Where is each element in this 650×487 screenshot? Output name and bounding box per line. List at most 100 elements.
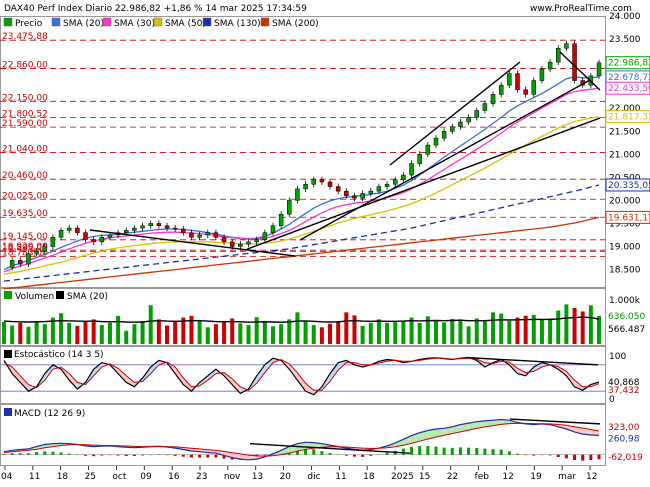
price-candle	[51, 237, 55, 246]
macd-hist-bar	[345, 455, 348, 456]
price-candle	[401, 175, 405, 180]
volume-bar	[597, 316, 601, 344]
macd-hist-bar	[174, 455, 177, 456]
macd-hist-bar	[524, 455, 527, 456]
price-axis-tick: 20.000	[609, 196, 641, 206]
last-value-text: -62,019	[608, 453, 643, 463]
volume-bar	[108, 323, 112, 344]
macd-hist-bar	[565, 455, 568, 459]
legend-entry: SMA (200)	[272, 19, 319, 29]
price-candle	[92, 240, 96, 242]
price-candle	[573, 44, 577, 81]
price-candle	[124, 230, 128, 232]
price-candle	[450, 127, 454, 132]
macd-hist-bar	[402, 449, 405, 455]
volume-bar	[467, 326, 471, 344]
x-axis-label: feb	[475, 472, 490, 482]
last-value-text: 323,00	[608, 423, 640, 433]
volume-bar	[255, 317, 259, 344]
stoch-axis-tick: 100	[609, 352, 626, 362]
x-axis-label: 12	[586, 472, 597, 482]
x-axis-label: 12	[502, 472, 513, 482]
macd-hist-bar	[361, 455, 364, 457]
support-level-label: 20.025,00	[2, 191, 48, 201]
x-axis-label: 19	[530, 472, 542, 482]
macd-hist-bar	[68, 454, 71, 455]
price-candle	[35, 251, 39, 253]
x-axis-label: 20	[280, 472, 292, 482]
x-axis-label: 09	[140, 472, 152, 482]
volume-bar	[279, 324, 283, 344]
site-url[interactable]: www.ProRealTime.com	[530, 4, 632, 14]
volume-bar	[124, 331, 128, 344]
last-value-text: 260,98	[608, 435, 640, 445]
macd-hist-bar	[418, 446, 421, 455]
price-candle	[597, 63, 601, 76]
price-candle	[524, 90, 528, 95]
volume-bar	[214, 324, 218, 344]
volume-bar	[238, 323, 242, 344]
macd-hist-bar	[198, 455, 201, 458]
legend-swatch	[154, 18, 162, 26]
price-candle	[295, 189, 299, 201]
x-axis-label: 18	[57, 472, 69, 482]
volume-bar	[10, 326, 14, 344]
macd-hist-bar	[573, 455, 576, 460]
last-value-text: 20.335,05	[608, 181, 650, 191]
volume-bar	[271, 326, 275, 344]
macd-hist-bar	[459, 447, 462, 454]
volume-bar	[328, 324, 332, 344]
volume-bar	[556, 311, 560, 344]
volume-bar	[116, 316, 120, 344]
price-candle	[532, 81, 536, 95]
price-candle	[499, 85, 503, 94]
price-candle	[271, 226, 275, 233]
price-candle	[43, 247, 47, 252]
volume-bar	[483, 321, 487, 344]
volume-bar	[450, 319, 454, 344]
macd-hist-bar	[337, 455, 340, 456]
volume-bar	[320, 327, 324, 344]
legend-entry: SMA (50)	[165, 19, 206, 29]
macd-hist-bar	[133, 455, 136, 456]
x-axis-label: 11	[335, 472, 346, 482]
price-candle	[540, 69, 544, 81]
legend-swatch	[4, 18, 12, 26]
volume-bar	[59, 313, 63, 344]
macd-hist-bar	[100, 455, 103, 456]
macd-hist-bar	[206, 455, 209, 458]
macd-hist-bar	[51, 452, 54, 455]
macd-hist-bar	[214, 455, 217, 458]
price-candle	[483, 104, 487, 111]
last-value-text: 21.817,31	[608, 113, 650, 123]
volume-bar	[84, 321, 88, 344]
x-axis-label: 2025	[391, 472, 414, 482]
macd-hist-bar	[108, 455, 111, 456]
macd-hist-bar	[581, 455, 584, 461]
price-candle	[255, 240, 259, 242]
volume-bar	[548, 318, 552, 344]
support-level-label: 22.860,00	[2, 61, 48, 71]
macd-hist-bar	[353, 455, 356, 457]
x-axis-label: mar	[558, 472, 576, 482]
macd-hist-bar	[76, 455, 79, 456]
legend-swatch	[103, 18, 111, 26]
legend-entry: MACD (12 26 9)	[14, 409, 85, 419]
macd-hist-bar	[475, 448, 478, 455]
x-axis-label: 13	[252, 472, 263, 482]
price-candle	[230, 242, 234, 247]
price-candle	[149, 223, 153, 225]
x-axis-label: 16	[168, 472, 180, 482]
price-candle	[434, 138, 438, 145]
macd-hist-bar	[3, 454, 6, 455]
legend-swatch	[4, 291, 12, 299]
x-axis-label: 11	[29, 472, 40, 482]
price-candle	[173, 228, 177, 229]
volume-bar	[18, 323, 22, 344]
macd-hist-bar	[11, 453, 14, 454]
volume-bar	[401, 321, 405, 344]
macd-hist-bar	[377, 454, 380, 455]
macd-hist-bar	[60, 452, 63, 454]
